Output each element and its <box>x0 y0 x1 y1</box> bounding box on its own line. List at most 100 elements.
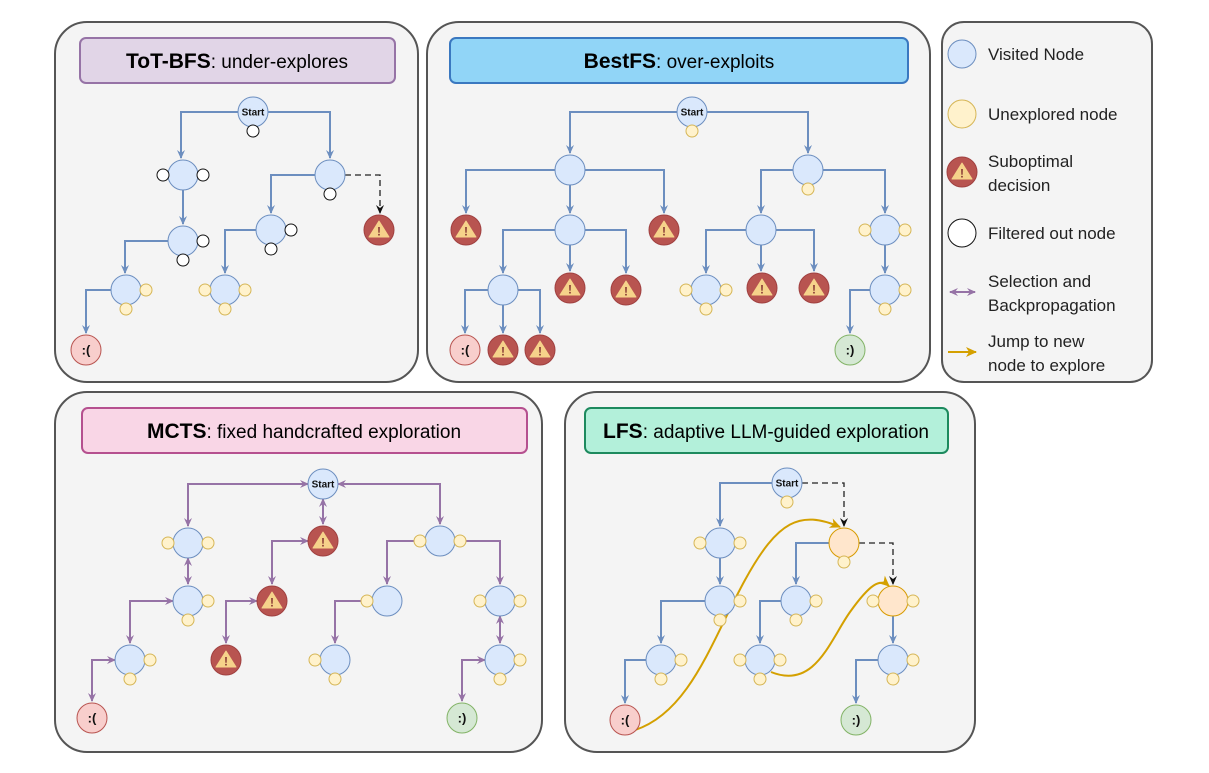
start-node-label: Start <box>776 479 799 490</box>
start-node-label: Start <box>681 108 704 119</box>
tree-edge <box>221 229 261 274</box>
unexplored-node <box>238 283 252 297</box>
legend: Visited Node Unexplored node ! Suboptima… <box>946 39 1117 375</box>
warning-mark: ! <box>760 283 764 297</box>
legend-filtered-icon <box>947 218 977 248</box>
tree-edge <box>702 229 746 274</box>
visited-node <box>424 525 456 557</box>
tree-edge <box>792 542 829 585</box>
success-node-label: :) <box>846 343 855 358</box>
unexplored-node <box>733 536 747 550</box>
unexplored-node <box>198 283 212 297</box>
tree-edge <box>707 111 812 154</box>
unexplored-node <box>773 653 787 667</box>
visited-node <box>792 154 824 186</box>
warning-mark: ! <box>624 285 628 299</box>
unexplored-node <box>906 594 920 608</box>
unexplored-node <box>201 536 215 550</box>
unexplored-node <box>674 653 688 667</box>
filtered-out-node <box>246 124 260 138</box>
unexplored-node <box>699 302 713 316</box>
visited-node <box>484 585 516 617</box>
tree-edge <box>823 169 889 214</box>
tree-edge <box>757 169 793 214</box>
visited-node <box>110 274 142 306</box>
warning-icon <box>455 220 477 238</box>
selection-backprop-edge <box>383 537 426 585</box>
visited-node <box>319 644 351 676</box>
success-node-label: :) <box>458 711 467 726</box>
tree-edge <box>518 289 544 334</box>
suboptimal-node: ! <box>256 585 288 617</box>
legend-selection-label-1: Selection and <box>988 272 1091 291</box>
tree-edge <box>268 111 334 159</box>
tree-edge <box>846 289 870 334</box>
selection-backprop-edge <box>268 537 309 585</box>
legend-filtered-label: Filtered out node <box>988 224 1116 243</box>
visited-node <box>172 527 204 559</box>
legend-suboptimal-label-2: decision <box>988 176 1050 195</box>
warning-mark: ! <box>812 283 816 297</box>
unexplored-node <box>801 182 815 196</box>
unexplored-node <box>898 283 912 297</box>
suboptimal-node: ! <box>307 525 339 557</box>
tree-edge <box>802 482 848 527</box>
visited-node <box>554 214 586 246</box>
filtered-out-node <box>176 253 190 267</box>
warning-icon <box>803 278 825 296</box>
tot-bfs-title-box <box>79 37 396 84</box>
warning-icon <box>751 278 773 296</box>
tree-edge <box>345 174 384 214</box>
failure-node <box>76 702 108 734</box>
visited-node <box>869 274 901 306</box>
visited-node <box>554 154 586 186</box>
tree-edge <box>621 659 646 704</box>
failure-node-label: :( <box>461 343 470 358</box>
warning-mark: ! <box>960 167 964 181</box>
visited-node <box>877 644 909 676</box>
warning-icon <box>529 340 551 358</box>
unexplored-node <box>139 283 153 297</box>
selection-backprop-edge <box>222 597 258 644</box>
visited-node <box>371 585 403 617</box>
selection-backprop-edge <box>458 656 486 702</box>
unexplored-node <box>713 613 727 627</box>
warning-mark: ! <box>568 283 572 297</box>
unexplored-node <box>218 302 232 316</box>
start-node-label: Start <box>312 480 335 491</box>
visited-node <box>690 274 722 306</box>
mcts-title: MCTS: fixed handcrafted exploration <box>147 420 461 443</box>
unexplored-node <box>679 283 693 297</box>
success-node <box>840 704 872 736</box>
warning-mark: ! <box>321 536 325 550</box>
warning-icon <box>653 220 675 238</box>
tree-edge <box>267 174 315 214</box>
selection-backprop-edge <box>88 656 116 702</box>
filtered-out-node <box>264 242 278 256</box>
filtered-out-node <box>323 187 337 201</box>
visited-node <box>172 585 204 617</box>
warning-mark: ! <box>377 225 381 239</box>
tree-edge <box>657 600 705 644</box>
legend-jump-label-2: node to explore <box>988 356 1105 375</box>
unexplored-node <box>308 653 322 667</box>
selection-backprop-edge <box>331 597 373 644</box>
unexplored-node <box>878 302 892 316</box>
unexplored-node <box>733 653 747 667</box>
failure-node <box>449 334 481 366</box>
warning-icon <box>215 650 237 668</box>
visited-node <box>744 644 776 676</box>
unexplored-node <box>119 302 133 316</box>
legend-panel <box>941 21 1153 383</box>
failure-node-label: :( <box>621 713 630 728</box>
visited-node <box>869 214 901 246</box>
unexplored-node <box>473 594 487 608</box>
selected-unexplored-node <box>877 585 909 617</box>
failure-node <box>609 704 641 736</box>
unexplored-node <box>733 594 747 608</box>
unexplored-node <box>719 283 733 297</box>
unexplored-node <box>161 536 175 550</box>
suboptimal-node: ! <box>610 274 642 306</box>
tree-edge <box>776 229 818 272</box>
suboptimal-node: ! <box>746 272 778 304</box>
